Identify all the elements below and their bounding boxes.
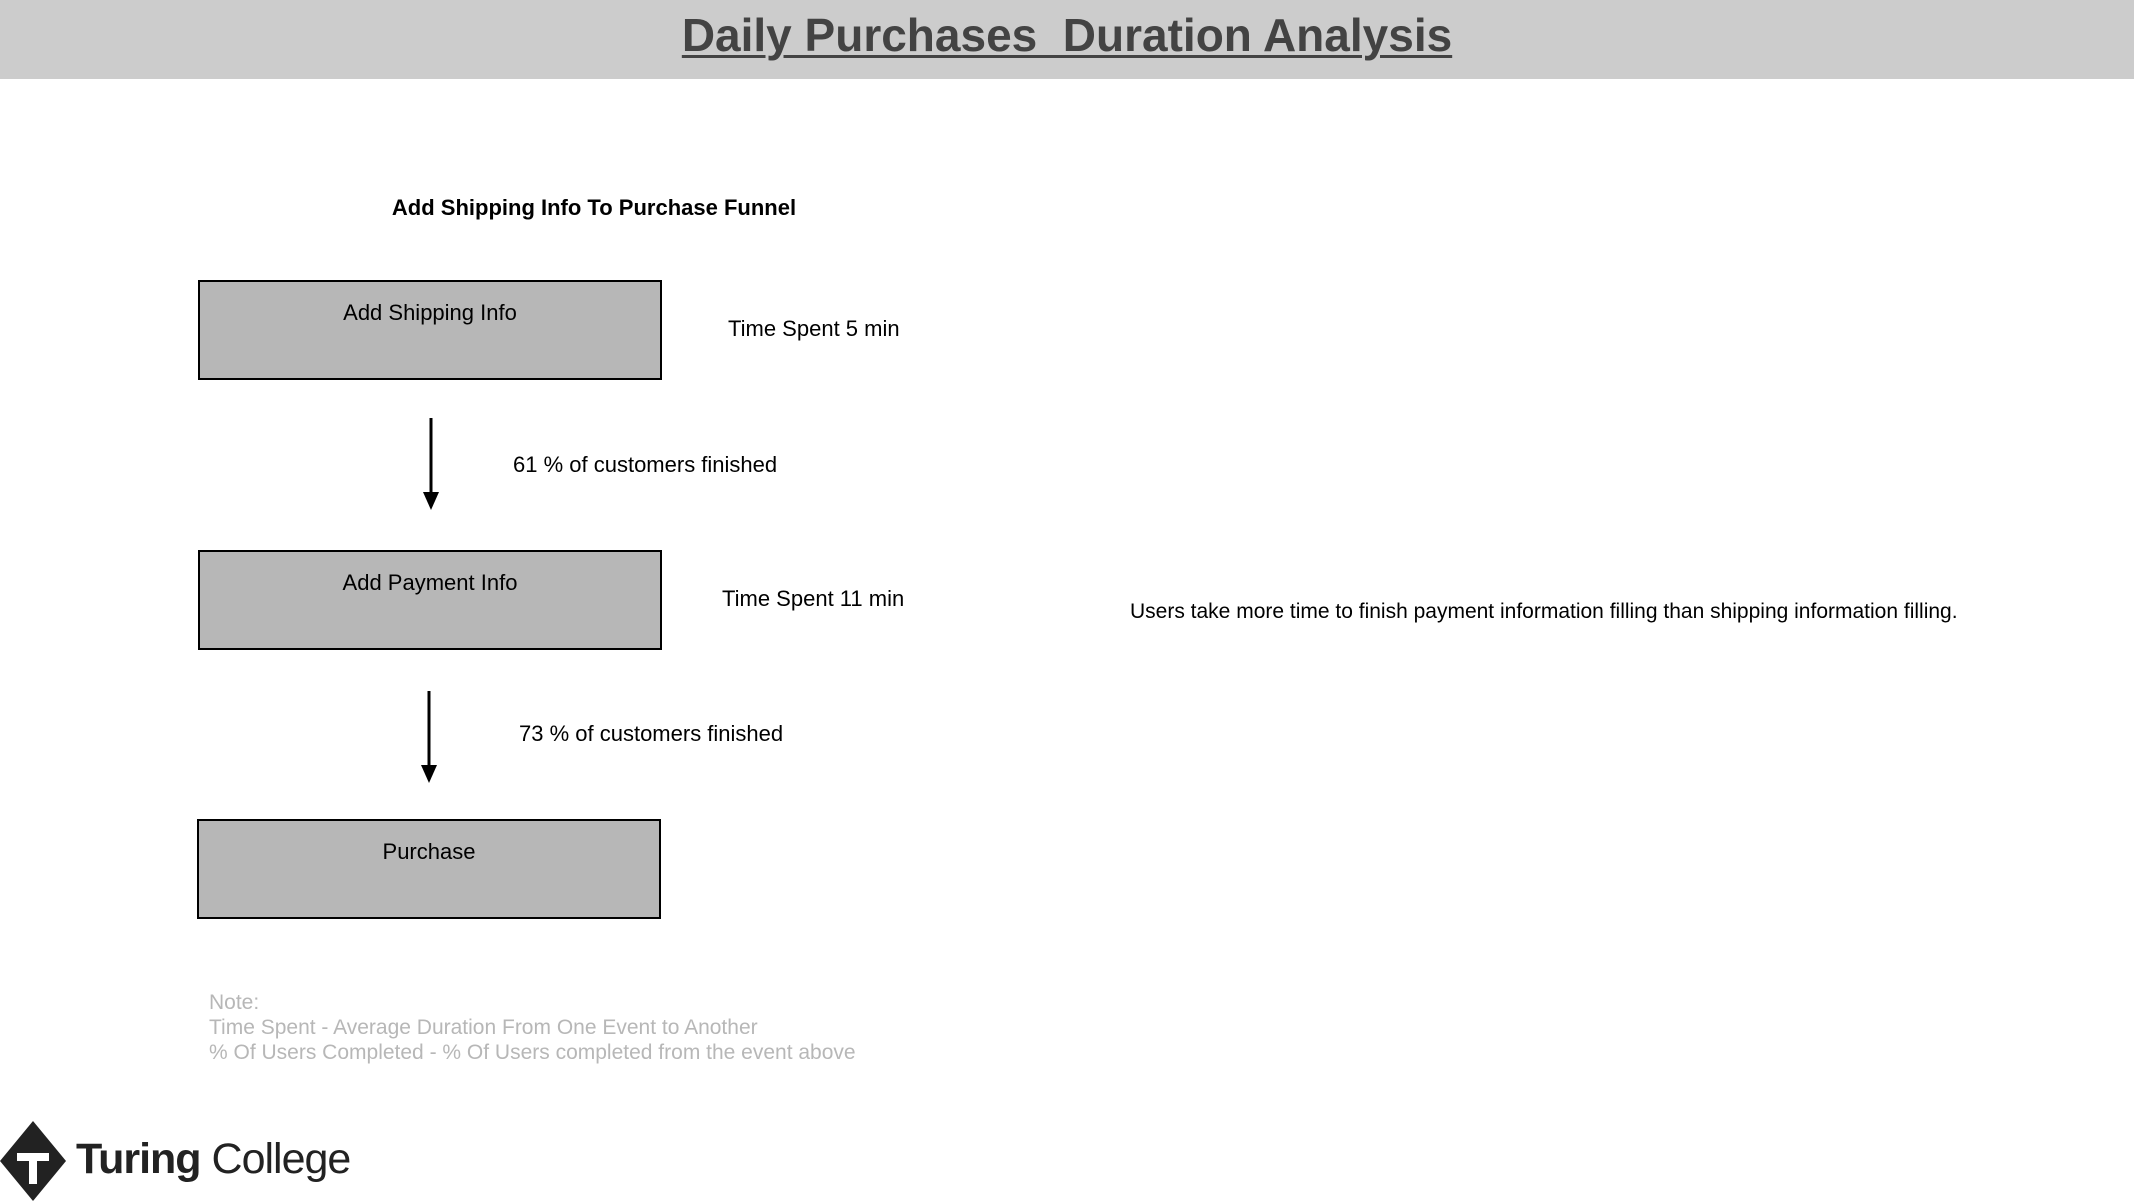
funnel-step-purchase: Purchase	[197, 819, 661, 919]
turing-college-logo-icon	[0, 1121, 66, 1201]
funnel-step-label: Add Payment Info	[342, 570, 518, 595]
logo-word-turing: Turing	[76, 1135, 202, 1183]
note-line: Time Spent - Average Duration From One E…	[209, 1016, 758, 1039]
funnel-step-label: Purchase	[382, 839, 476, 864]
completion-rate-shipping-to-payment: 61 % of customers finished	[513, 452, 778, 477]
insight-text: Users take more time to finish payment i…	[1130, 600, 1958, 623]
down-arrow-icon	[423, 418, 439, 510]
note-block: Note: Time Spent - Average Duration From…	[209, 990, 856, 1065]
funnel-title: Add Shipping Info To Purchase Funnel	[391, 195, 797, 220]
time-spent-payment: Time Spent 11 min	[722, 586, 905, 611]
logo-wordmark: Turing College	[76, 1135, 352, 1184]
funnel-step-label: Add Shipping Info	[343, 300, 517, 325]
funnel-step-add-shipping-info: Add Shipping Info	[198, 280, 662, 380]
logo-word-college: College	[211, 1135, 352, 1183]
header-band	[0, 0, 2134, 79]
note-line: % Of Users Completed - % Of Users comple…	[209, 1041, 856, 1064]
down-arrow-icon	[421, 691, 437, 783]
funnel-step-add-payment-info: Add Payment Info	[198, 550, 662, 650]
note-heading: Note:	[209, 991, 260, 1014]
page-title: Daily Purchases Duration Analysis	[681, 9, 1453, 61]
time-spent-shipping: Time Spent 5 min	[728, 316, 900, 341]
completion-rate-payment-to-purchase: 73 % of customers finished	[519, 721, 784, 746]
